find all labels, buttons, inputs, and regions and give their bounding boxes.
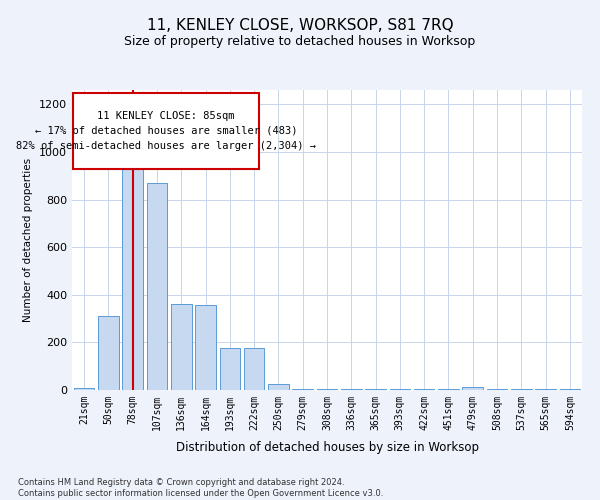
Bar	[244, 348, 265, 390]
Text: 11, KENLEY CLOSE, WORKSOP, S81 7RQ: 11, KENLEY CLOSE, WORKSOP, S81 7RQ	[146, 18, 454, 32]
Text: Contains HM Land Registry data © Crown copyright and database right 2024.
Contai: Contains HM Land Registry data © Crown c…	[18, 478, 383, 498]
Text: 11 KENLEY CLOSE: 85sqm
← 17% of detached houses are smaller (483)
82% of semi-de: 11 KENLEY CLOSE: 85sqm ← 17% of detached…	[16, 111, 316, 150]
Bar	[268, 384, 289, 390]
X-axis label: Distribution of detached houses by size in Worksop: Distribution of detached houses by size …	[176, 441, 479, 454]
Bar	[73, 93, 259, 168]
Bar	[146, 183, 167, 390]
Bar	[74, 388, 94, 390]
Text: Size of property relative to detached houses in Worksop: Size of property relative to detached ho…	[124, 35, 476, 48]
Bar	[463, 387, 483, 390]
Y-axis label: Number of detached properties: Number of detached properties	[23, 158, 34, 322]
Bar	[292, 389, 313, 390]
Bar	[195, 306, 216, 390]
Bar	[171, 304, 191, 390]
Bar	[98, 316, 119, 390]
Bar	[122, 156, 143, 390]
Bar	[220, 348, 240, 390]
